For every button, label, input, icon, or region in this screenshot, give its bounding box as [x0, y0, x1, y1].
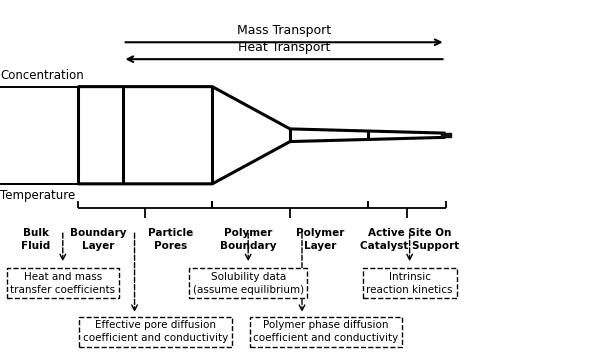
- Text: Heat Transport: Heat Transport: [238, 41, 330, 54]
- Text: Active Site On
Catalyst Support: Active Site On Catalyst Support: [360, 228, 459, 251]
- Text: Polymer
Layer: Polymer Layer: [296, 228, 344, 251]
- Text: Polymer phase diffusion
coefficient and conductivity: Polymer phase diffusion coefficient and …: [254, 320, 398, 343]
- Bar: [441, 133, 451, 137]
- Text: Bulk
Fluid: Bulk Fluid: [22, 228, 50, 251]
- Text: Temperature: Temperature: [0, 189, 75, 202]
- Text: Particle
Pores: Particle Pores: [148, 228, 193, 251]
- Text: Concentration: Concentration: [0, 69, 84, 82]
- Text: Mass Transport: Mass Transport: [237, 24, 331, 37]
- Text: Intrinsic
reaction kinetics: Intrinsic reaction kinetics: [367, 272, 453, 295]
- Text: Polymer
Boundary: Polymer Boundary: [220, 228, 276, 251]
- Text: Boundary
Layer: Boundary Layer: [71, 228, 127, 251]
- Text: Heat and mass
transfer coefficients: Heat and mass transfer coefficients: [10, 272, 115, 295]
- Text: Effective pore diffusion
coefficient and conductivity: Effective pore diffusion coefficient and…: [83, 320, 228, 343]
- Text: Solubility data
(assume equilibrium): Solubility data (assume equilibrium): [193, 272, 304, 295]
